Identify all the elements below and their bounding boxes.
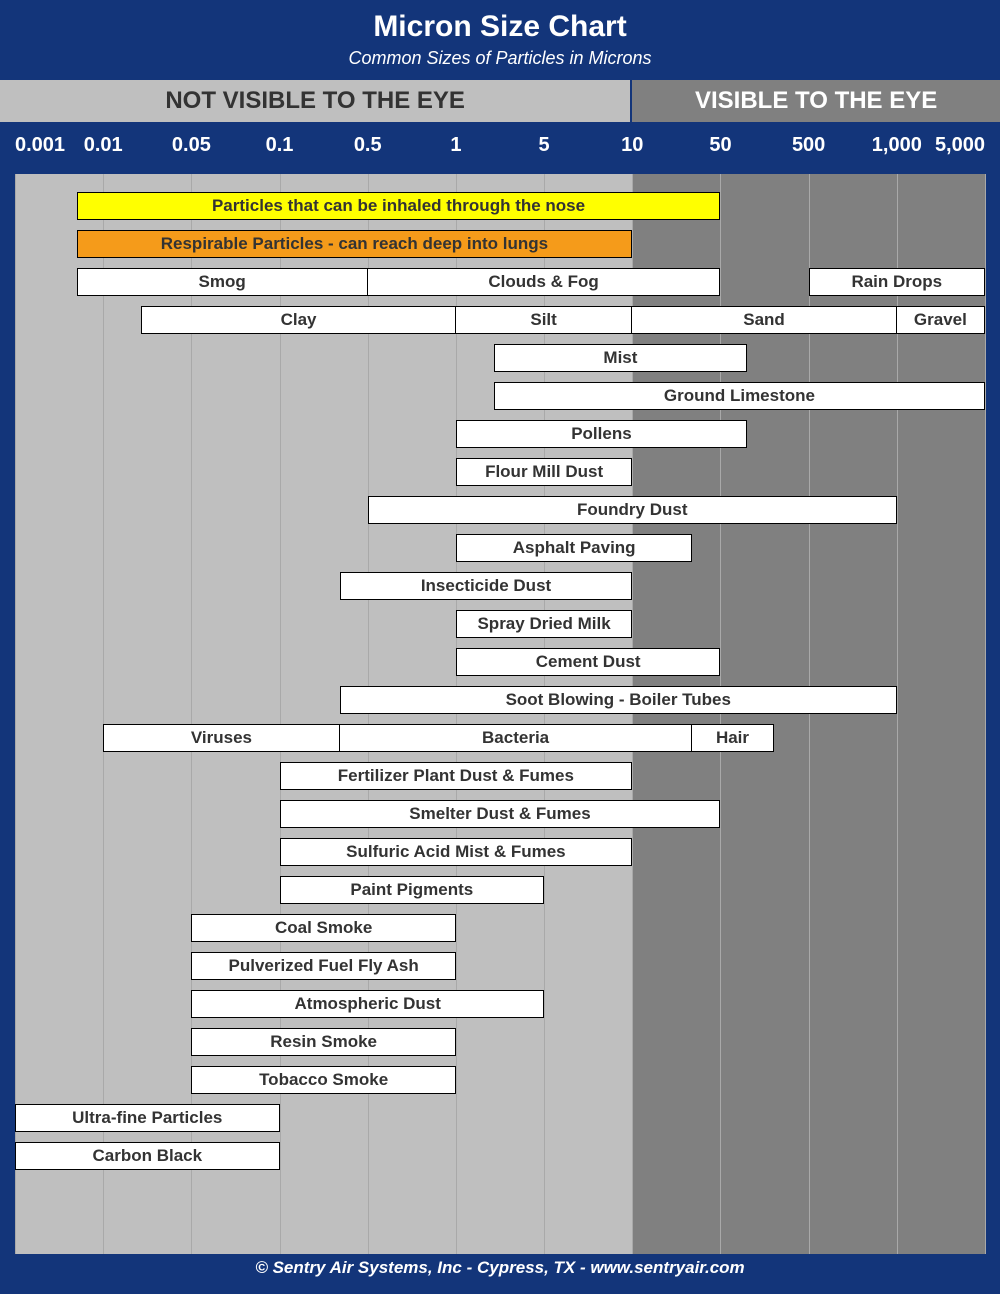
particle-bar: Flour Mill Dust xyxy=(456,458,632,486)
gridline xyxy=(544,174,545,1254)
particle-bar-label: Smelter Dust & Fumes xyxy=(409,804,590,824)
particle-bar-label: Carbon Black xyxy=(92,1146,202,1166)
particle-bar-label: Tobacco Smoke xyxy=(259,1070,388,1090)
particle-bar-label: Flour Mill Dust xyxy=(485,462,603,482)
gridline xyxy=(456,174,457,1254)
particle-bar-label: Rain Drops xyxy=(851,272,942,292)
particle-bar: Smog xyxy=(77,268,368,296)
gridline xyxy=(15,174,16,1254)
scale-tick: 5 xyxy=(539,134,550,157)
particle-bar-label: Hair xyxy=(716,728,749,748)
particle-bar: Viruses xyxy=(103,724,340,752)
particle-bar: Sand xyxy=(632,306,897,334)
particle-bar: Ultra-fine Particles xyxy=(15,1104,280,1132)
gridline xyxy=(809,174,810,1254)
particle-bar-label: Foundry Dust xyxy=(577,500,688,520)
particle-bar: Ground Limestone xyxy=(494,382,985,410)
not-visible-label: NOT VISIBLE TO THE EYE xyxy=(165,87,465,115)
visible-label: VISIBLE TO THE EYE xyxy=(695,87,937,115)
particle-bar: Sulfuric Acid Mist & Fumes xyxy=(280,838,633,866)
particle-bar: Soot Blowing - Boiler Tubes xyxy=(340,686,897,714)
particle-bar: Smelter Dust & Fumes xyxy=(280,800,721,828)
particle-bar: Spray Dried Milk xyxy=(456,610,632,638)
particle-bar: Silt xyxy=(456,306,632,334)
particle-bar-label: Resin Smoke xyxy=(270,1032,377,1052)
particle-bar-label: Sulfuric Acid Mist & Fumes xyxy=(346,842,565,862)
particle-bar: Hair xyxy=(692,724,773,752)
particle-bar: Coal Smoke xyxy=(191,914,456,942)
particle-bar-label: Soot Blowing - Boiler Tubes xyxy=(506,690,731,710)
gridline xyxy=(985,174,986,1254)
particle-bar: Pulverized Fuel Fly Ash xyxy=(191,952,456,980)
particle-bar-label: Mist xyxy=(603,348,637,368)
particle-bar-label: Spray Dried Milk xyxy=(477,614,610,634)
particle-bar-label: Viruses xyxy=(191,728,252,748)
particle-bar: Carbon Black xyxy=(15,1142,280,1170)
scale-tick: 1,000 xyxy=(872,134,922,157)
visible-band: VISIBLE TO THE EYE xyxy=(632,80,1000,122)
scale-tick: 0.01 xyxy=(84,134,123,157)
particle-bar-label: Pulverized Fuel Fly Ash xyxy=(229,956,419,976)
gridline xyxy=(897,174,898,1254)
particle-bar-label: Pollens xyxy=(571,424,631,444)
scale-tick: 500 xyxy=(792,134,825,157)
particle-bar: Asphalt Paving xyxy=(456,534,693,562)
particle-bar-label: Sand xyxy=(743,310,785,330)
particle-bar: Bacteria xyxy=(340,724,693,752)
particle-bar: Foundry Dust xyxy=(368,496,897,524)
particle-bar-label: Paint Pigments xyxy=(350,880,473,900)
particle-bar-label: Respirable Particles - can reach deep in… xyxy=(161,234,548,254)
particle-bar-label: Clouds & Fog xyxy=(488,272,598,292)
particle-bar-label: Silt xyxy=(530,310,556,330)
scale-tick: 10 xyxy=(621,134,643,157)
particle-bar-label: Cement Dust xyxy=(536,652,641,672)
scale-tick: 1 xyxy=(450,134,461,157)
particle-bar-label: Particles that can be inhaled through th… xyxy=(212,196,585,216)
particle-bar: Tobacco Smoke xyxy=(191,1066,456,1094)
particle-bar-label: Insecticide Dust xyxy=(421,576,551,596)
particle-bar-label: Smog xyxy=(199,272,246,292)
particle-bar: Gravel xyxy=(897,306,985,334)
particle-bar: Respirable Particles - can reach deep in… xyxy=(77,230,633,258)
scale-tick: 0.001 xyxy=(15,134,65,157)
chart-subtitle: Common Sizes of Particles in Microns xyxy=(0,48,1000,69)
particle-bar-label: Ultra-fine Particles xyxy=(72,1108,222,1128)
scale-band xyxy=(0,122,1000,174)
particle-bar-label: Ground Limestone xyxy=(664,386,815,406)
particle-bar-label: Bacteria xyxy=(482,728,549,748)
particle-bar: Pollens xyxy=(456,420,747,448)
particle-bar: Insecticide Dust xyxy=(340,572,633,600)
particle-bar-label: Atmospheric Dust xyxy=(295,994,441,1014)
particle-bar: Particles that can be inhaled through th… xyxy=(77,192,721,220)
particle-bar: Clay xyxy=(141,306,456,334)
particle-bar: Clouds & Fog xyxy=(368,268,721,296)
gridline xyxy=(632,174,633,1254)
particle-bar-label: Gravel xyxy=(914,310,967,330)
particle-bar: Paint Pigments xyxy=(280,876,545,904)
particle-bar: Rain Drops xyxy=(809,268,985,296)
chart-title: Micron Size Chart xyxy=(0,10,1000,44)
scale-tick: 0.1 xyxy=(266,134,294,157)
scale-tick: 5,000 xyxy=(935,134,985,157)
not-visible-band: NOT VISIBLE TO THE EYE xyxy=(0,80,632,122)
particle-bar-label: Clay xyxy=(281,310,317,330)
scale-tick: 0.5 xyxy=(354,134,382,157)
scale-tick: 0.05 xyxy=(172,134,211,157)
particle-bar: Cement Dust xyxy=(456,648,721,676)
gridline xyxy=(103,174,104,1254)
particle-bar-label: Coal Smoke xyxy=(275,918,372,938)
particle-bar: Atmospheric Dust xyxy=(191,990,544,1018)
particle-bar: Resin Smoke xyxy=(191,1028,456,1056)
particle-bar: Mist xyxy=(494,344,747,372)
particle-bar-label: Asphalt Paving xyxy=(513,538,636,558)
scale-tick: 50 xyxy=(709,134,731,157)
particle-bar: Fertilizer Plant Dust & Fumes xyxy=(280,762,633,790)
gridline xyxy=(720,174,721,1254)
particle-bar-label: Fertilizer Plant Dust & Fumes xyxy=(338,766,574,786)
chart-footer: © Sentry Air Systems, Inc - Cypress, TX … xyxy=(0,1258,1000,1278)
